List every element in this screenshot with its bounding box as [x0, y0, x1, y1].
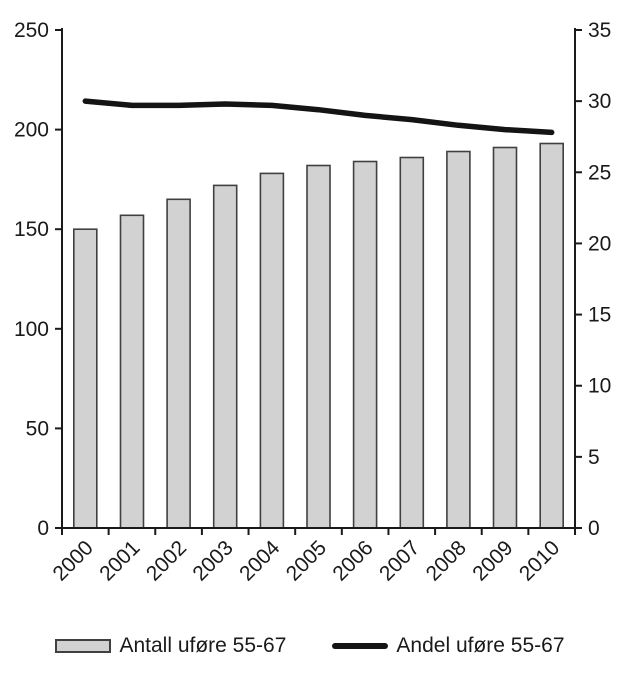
- legend-label-bars: Antall uføre 55-67: [119, 634, 287, 657]
- svg-text:50: 50: [26, 417, 49, 440]
- svg-text:2010: 2010: [515, 536, 564, 585]
- svg-text:15: 15: [588, 304, 611, 327]
- svg-text:5: 5: [588, 446, 600, 469]
- svg-text:2002: 2002: [142, 536, 191, 585]
- svg-text:100: 100: [14, 318, 49, 341]
- svg-text:150: 150: [14, 218, 49, 241]
- chart-legend: Antall uføre 55-67 Andel uføre 55-67: [0, 634, 620, 658]
- svg-text:2005: 2005: [282, 536, 331, 585]
- svg-text:25: 25: [588, 161, 611, 184]
- svg-text:2009: 2009: [468, 536, 517, 585]
- svg-text:2001: 2001: [95, 536, 144, 585]
- svg-text:2004: 2004: [235, 536, 285, 586]
- svg-text:0: 0: [588, 517, 600, 540]
- line-swatch-icon: [332, 643, 389, 649]
- legend-label-line: Andel uføre 55-67: [396, 634, 565, 657]
- svg-text:10: 10: [588, 375, 611, 398]
- legend-item-bars: Antall uføre 55-67: [55, 634, 286, 658]
- combo-chart: 0501001502002500510152025303520002001200…: [14, 19, 611, 586]
- svg-text:250: 250: [14, 19, 49, 42]
- svg-text:2006: 2006: [328, 536, 377, 585]
- svg-text:2000: 2000: [49, 536, 98, 585]
- svg-text:0: 0: [37, 517, 49, 540]
- svg-text:30: 30: [588, 90, 611, 113]
- bar-swatch-icon: [55, 639, 112, 653]
- svg-text:2007: 2007: [375, 536, 424, 585]
- svg-text:2003: 2003: [188, 536, 237, 585]
- svg-text:200: 200: [14, 119, 49, 142]
- svg-text:2008: 2008: [422, 536, 471, 585]
- legend-item-line: Andel uføre 55-67: [332, 634, 565, 658]
- svg-text:35: 35: [588, 19, 611, 42]
- svg-text:20: 20: [588, 232, 611, 255]
